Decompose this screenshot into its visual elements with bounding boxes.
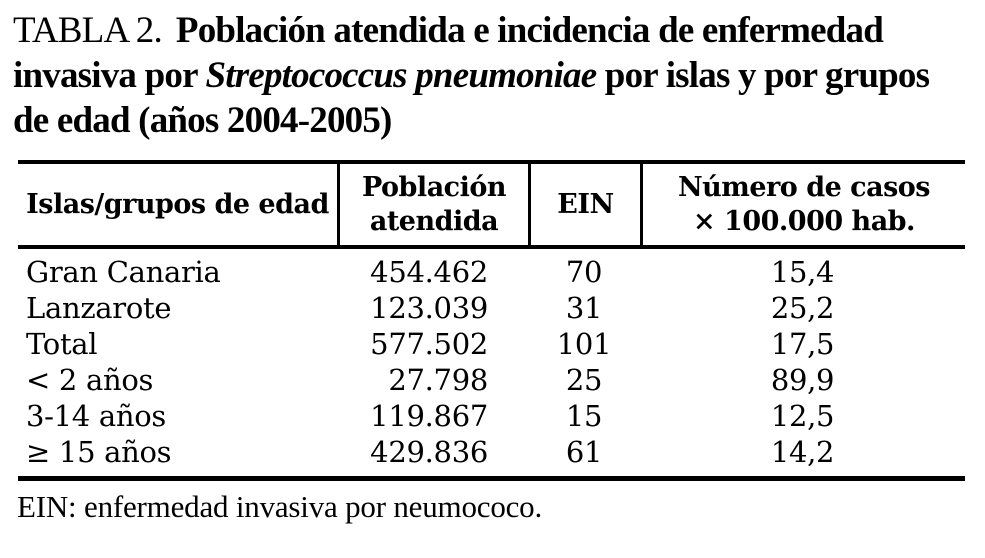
cell-island-group: < 2 años bbox=[26, 363, 154, 397]
table-row: < 2 años 27.798 25 89,9 bbox=[18, 362, 965, 398]
table-footnote: EIN: enfermedad invasiva por neumococo. bbox=[17, 489, 543, 524]
cell-island-group: Lanzarote bbox=[26, 291, 172, 325]
table-title-line2-pre: invasiva por bbox=[13, 55, 206, 96]
cell-poblacion: 119.867 bbox=[370, 399, 488, 433]
cell-ein: 25 bbox=[565, 363, 603, 397]
column-header-numero-casos-line1: Número de casos bbox=[678, 171, 931, 203]
cell-island-group: Gran Canaria bbox=[26, 255, 221, 289]
table-title-line1-text: Población atendida e incidencia de enfer… bbox=[175, 10, 884, 51]
cell-poblacion: 577.502 bbox=[370, 327, 488, 361]
cell-ein: 101 bbox=[556, 327, 612, 361]
table-body: Gran Canaria 454.462 70 15,4 Lanzarote 1… bbox=[18, 249, 965, 476]
cell-poblacion: 27.798 bbox=[388, 363, 488, 397]
cell-casos: 12,5 bbox=[770, 399, 835, 433]
cell-ein: 15 bbox=[565, 399, 603, 433]
table-title-line1: TABLA 2. Población atendida e incidencia … bbox=[13, 8, 971, 53]
column-header-poblacion-line1: Población bbox=[361, 171, 507, 203]
cell-casos: 14,2 bbox=[770, 435, 835, 469]
cell-ein: 61 bbox=[565, 435, 603, 469]
column-header-poblacion-atendida: Población atendida bbox=[337, 164, 528, 245]
cell-casos: 89,9 bbox=[770, 363, 835, 397]
cell-casos: 25,2 bbox=[770, 291, 835, 325]
cell-poblacion: 454.462 bbox=[370, 255, 488, 289]
column-header-ein: EIN bbox=[528, 164, 640, 245]
cell-poblacion: 123.039 bbox=[370, 291, 488, 325]
table-title-line3: de edad (años 2004-2005) bbox=[13, 100, 392, 141]
table-title-line2-post: por islas y por grupos bbox=[596, 55, 930, 96]
cell-island-group: Total bbox=[26, 327, 98, 361]
table-row: Total 577.502 101 17,5 bbox=[18, 326, 965, 362]
cell-casos: 17,5 bbox=[770, 327, 835, 361]
cell-ein: 31 bbox=[565, 291, 603, 325]
cell-casos: 15,4 bbox=[770, 255, 835, 289]
column-header-islas-grupos: Islas/grupos de edad bbox=[18, 164, 337, 245]
table-title-line2: invasiva por Streptococcus pneumoniae po… bbox=[13, 53, 971, 98]
table-header-row: Islas/grupos de edad Población atendida … bbox=[18, 164, 965, 249]
table-row: Lanzarote 123.039 31 25,2 bbox=[18, 290, 965, 326]
cell-ein: 70 bbox=[565, 255, 603, 289]
column-header-islas-grupos-label: Islas/grupos de edad bbox=[26, 188, 329, 220]
cell-poblacion: 429.836 bbox=[370, 435, 488, 469]
table-row: Gran Canaria 454.462 70 15,4 bbox=[18, 254, 965, 290]
column-header-poblacion-line2: atendida bbox=[369, 205, 499, 237]
cell-island-group: 3-14 años bbox=[26, 399, 166, 433]
table-number-label: TABLA 2. bbox=[13, 10, 163, 51]
column-header-ein-label: EIN bbox=[557, 188, 614, 220]
cell-island-group: ≥ 15 años bbox=[26, 435, 172, 469]
column-header-numero-casos-line2: × 100.000 hab. bbox=[693, 205, 915, 237]
column-header-numero-casos: Número de casos × 100.000 hab. bbox=[640, 164, 965, 245]
table-title: TABLA 2. Población atendida e incidencia … bbox=[13, 8, 971, 143]
table-row: ≥ 15 años 429.836 61 14,2 bbox=[18, 434, 965, 470]
species-name-italic: Streptococcus pneumoniae bbox=[205, 55, 597, 96]
data-table: Islas/grupos de edad Población atendida … bbox=[18, 160, 965, 481]
table-row: 3-14 años 119.867 15 12,5 bbox=[18, 398, 965, 434]
